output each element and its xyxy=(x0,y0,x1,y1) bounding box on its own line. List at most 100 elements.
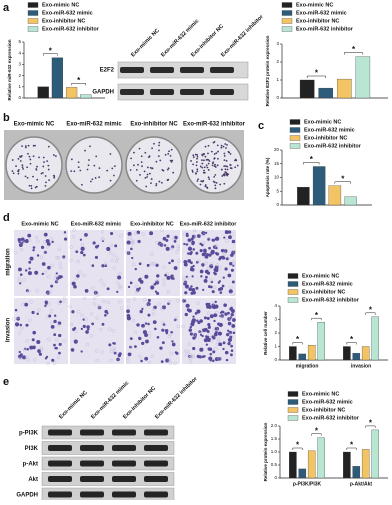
cell xyxy=(57,275,62,279)
colony xyxy=(212,141,215,144)
colony xyxy=(12,172,15,175)
cell xyxy=(58,342,62,346)
cell xyxy=(161,341,165,345)
colony xyxy=(192,163,195,166)
pore xyxy=(20,326,24,330)
significance-bracket xyxy=(42,53,58,56)
colony xyxy=(236,164,239,167)
cell xyxy=(72,327,76,331)
pore xyxy=(39,255,44,259)
pore xyxy=(21,302,25,307)
bar xyxy=(297,186,310,206)
pore xyxy=(186,276,191,280)
pore xyxy=(141,232,145,236)
significance-label: * xyxy=(315,69,319,78)
cell xyxy=(219,291,223,294)
significance-label: * xyxy=(369,305,373,314)
pore xyxy=(119,234,123,238)
y-tick-label: 4 xyxy=(274,303,277,308)
legend-label: Exo-miR-632 inhibitor xyxy=(302,297,360,303)
cell xyxy=(104,313,107,317)
colony xyxy=(24,175,27,178)
cell xyxy=(188,287,193,292)
colony xyxy=(21,164,24,167)
pore xyxy=(218,266,222,270)
pore xyxy=(97,306,101,310)
cell xyxy=(205,335,208,338)
blot-band xyxy=(144,460,168,467)
significance-label: * xyxy=(350,441,354,450)
cell xyxy=(24,269,28,272)
pore xyxy=(171,236,176,241)
pore xyxy=(111,329,116,333)
legend-label: Exo-miR-632 mimic xyxy=(302,281,353,287)
pore xyxy=(100,350,104,354)
bar xyxy=(299,79,315,99)
cell xyxy=(214,300,217,304)
blot-band xyxy=(150,67,174,73)
colony xyxy=(227,150,230,153)
colony xyxy=(26,176,29,179)
cell xyxy=(209,264,214,269)
pore xyxy=(36,239,40,244)
bar xyxy=(298,353,307,361)
cell xyxy=(227,317,232,321)
cell xyxy=(165,358,170,363)
plate xyxy=(185,136,243,194)
cell xyxy=(224,350,229,355)
bar xyxy=(317,322,325,361)
cell xyxy=(207,304,212,309)
x-tick-label: p-PI3K/PI3K xyxy=(293,481,322,487)
pore xyxy=(150,354,155,359)
cell xyxy=(43,250,48,254)
pore xyxy=(228,332,233,337)
cell xyxy=(80,250,84,255)
bar xyxy=(65,87,78,99)
colony xyxy=(46,160,49,163)
colony xyxy=(217,150,219,153)
cell xyxy=(208,253,212,257)
cell xyxy=(183,262,188,267)
cell xyxy=(207,322,211,327)
cell xyxy=(222,347,225,351)
colony xyxy=(158,180,161,183)
colony xyxy=(196,155,199,158)
colony xyxy=(220,146,223,149)
cell xyxy=(208,356,213,361)
cell xyxy=(129,281,133,285)
colony xyxy=(140,161,143,164)
pore xyxy=(147,331,152,335)
legend-swatch xyxy=(27,26,39,32)
pore xyxy=(134,231,138,236)
pore xyxy=(46,361,50,366)
cell xyxy=(28,260,32,264)
panel-letter: c xyxy=(258,120,264,132)
cell xyxy=(230,344,233,348)
colony xyxy=(192,154,195,157)
colony xyxy=(216,164,219,167)
bar xyxy=(336,78,352,99)
cell xyxy=(141,341,145,346)
legend-label: Exo-inhibitor NC xyxy=(42,18,85,24)
cell xyxy=(195,260,199,264)
legend-label: Exo-mimic NC xyxy=(296,2,333,8)
significance-bracket xyxy=(344,52,364,55)
pore xyxy=(97,304,101,308)
cell xyxy=(199,333,203,336)
colony xyxy=(206,187,209,189)
cell xyxy=(201,231,206,236)
colony xyxy=(17,172,20,175)
row-label: Akt xyxy=(28,477,38,483)
colony xyxy=(133,151,135,154)
cell xyxy=(192,315,195,318)
colony xyxy=(109,179,112,182)
colony xyxy=(109,153,112,155)
pore xyxy=(229,285,233,290)
y-tick-label: 1.0 xyxy=(271,449,278,454)
cell xyxy=(165,246,170,251)
cell xyxy=(230,353,233,357)
pore xyxy=(17,279,22,284)
blot-band xyxy=(112,491,136,498)
blot-frame xyxy=(41,472,175,486)
pore xyxy=(126,305,131,309)
